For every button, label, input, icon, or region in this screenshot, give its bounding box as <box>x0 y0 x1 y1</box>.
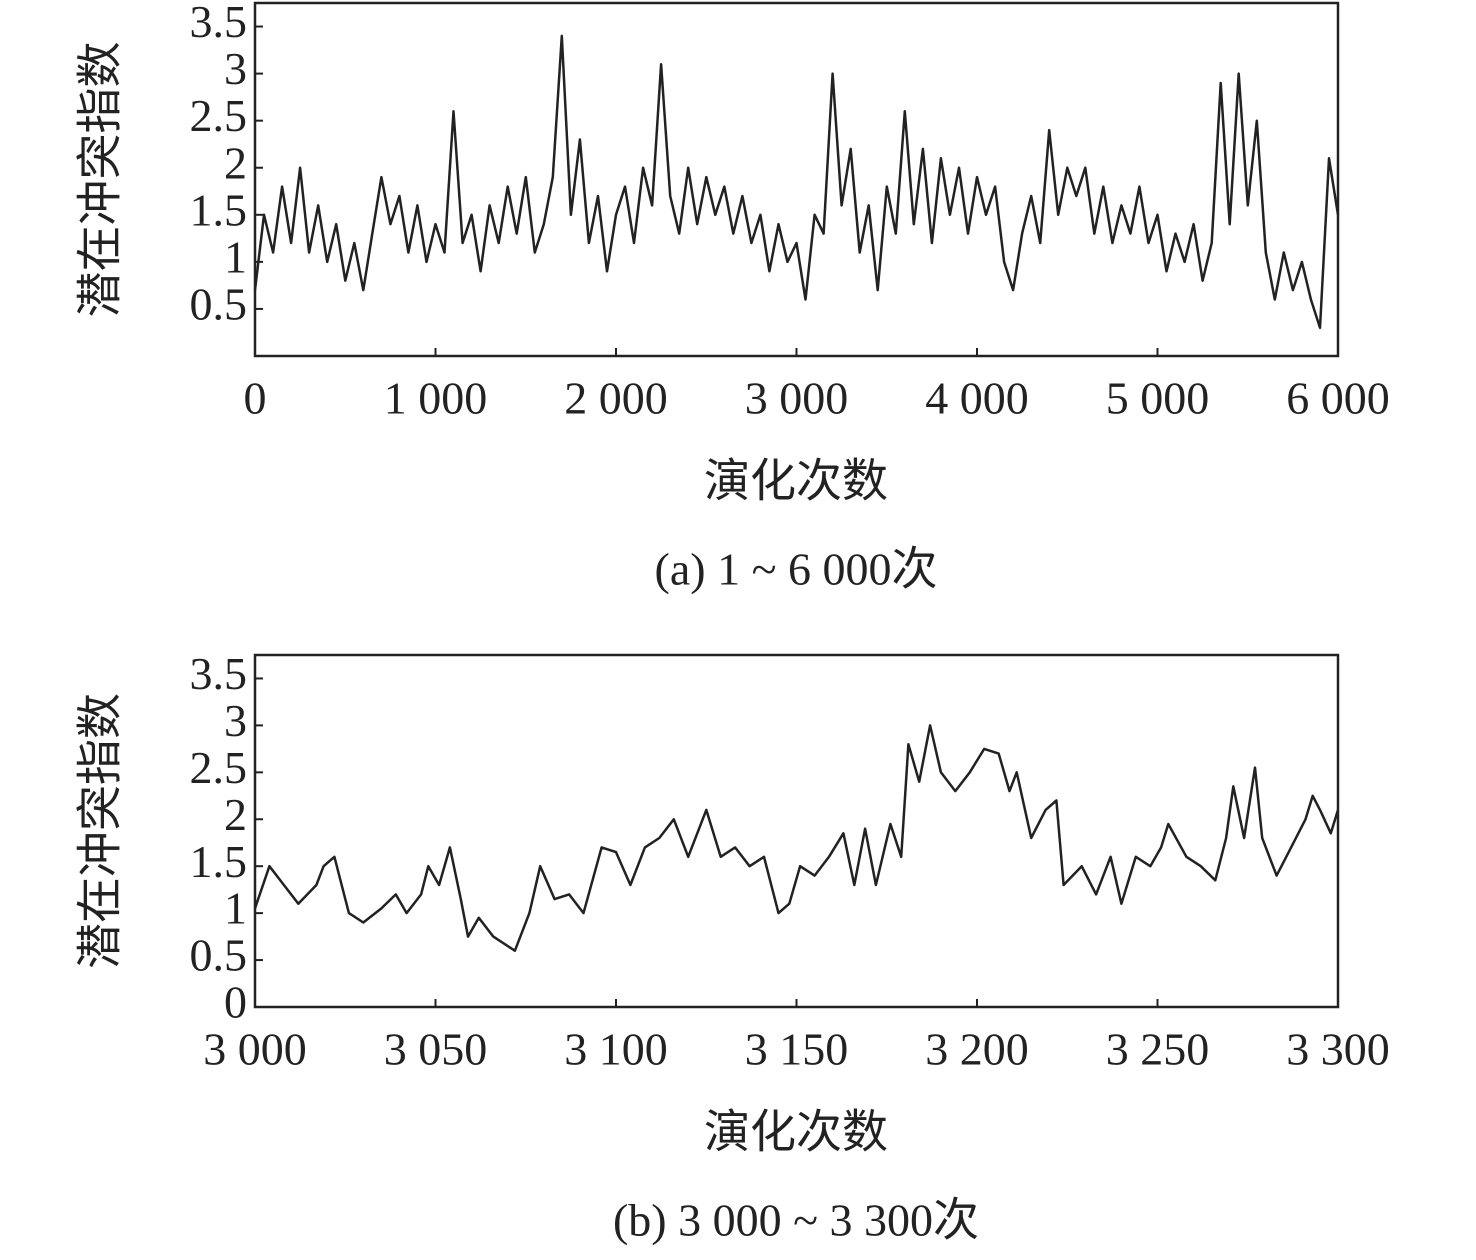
y-tick-label: 0.5 <box>190 930 248 981</box>
x-tick-label: 3 300 <box>1286 1024 1390 1075</box>
plot-frame <box>253 653 1340 1009</box>
caption: (b) 3 000 ~ 3 300次 <box>613 1195 979 1246</box>
x-tick-label: 4 000 <box>925 373 1029 424</box>
x-tick-label: 3 000 <box>203 1024 307 1075</box>
y-axis-label: 潜在冲突指数 <box>75 693 126 969</box>
y-tick-label: 0.5 <box>190 278 248 329</box>
y-tick-label: 1 <box>224 231 247 282</box>
y-tick-label: 1.5 <box>190 836 248 887</box>
y-tick-label: 1 <box>224 883 247 934</box>
x-axis-label: 演化次数 <box>704 1107 888 1158</box>
x-tick-label: 3 250 <box>1106 1024 1210 1075</box>
x-tick-label: 3 050 <box>384 1024 488 1075</box>
x-tick-label: 5 000 <box>1106 373 1210 424</box>
y-tick-label: 3 <box>224 43 247 94</box>
y-tick-label: 2.5 <box>190 90 248 141</box>
y-tick-label: 3.5 <box>190 0 248 47</box>
x-axis-label: 演化次数 <box>704 456 888 507</box>
y-tick-label: 3.5 <box>190 648 248 699</box>
data-line <box>253 34 1340 330</box>
y-tick-label: 3 <box>224 695 247 746</box>
x-tick-label: 3 100 <box>564 1024 668 1075</box>
y-tick-label: 2.5 <box>190 742 248 793</box>
x-tick-label: 6 000 <box>1286 373 1390 424</box>
x-tick-label: 3 200 <box>925 1024 1029 1075</box>
y-axis-label: 潜在冲突指数 <box>75 42 126 318</box>
x-tick-label: 2 000 <box>564 373 668 424</box>
y-tick-label: 2 <box>224 789 247 840</box>
y-tick-label: 1.5 <box>190 184 248 235</box>
y-tick-label: 2 <box>224 137 247 188</box>
x-tick-label: 3 150 <box>745 1024 849 1075</box>
x-tick-label: 0 <box>244 373 267 424</box>
y-tick-label: 0 <box>224 977 247 1028</box>
plot-frame <box>253 1 1340 358</box>
x-tick-label: 3 000 <box>745 373 849 424</box>
caption: (a) 1 ~ 6 000次 <box>655 544 938 595</box>
data-line <box>253 724 1340 952</box>
x-tick-label: 1 000 <box>384 373 488 424</box>
